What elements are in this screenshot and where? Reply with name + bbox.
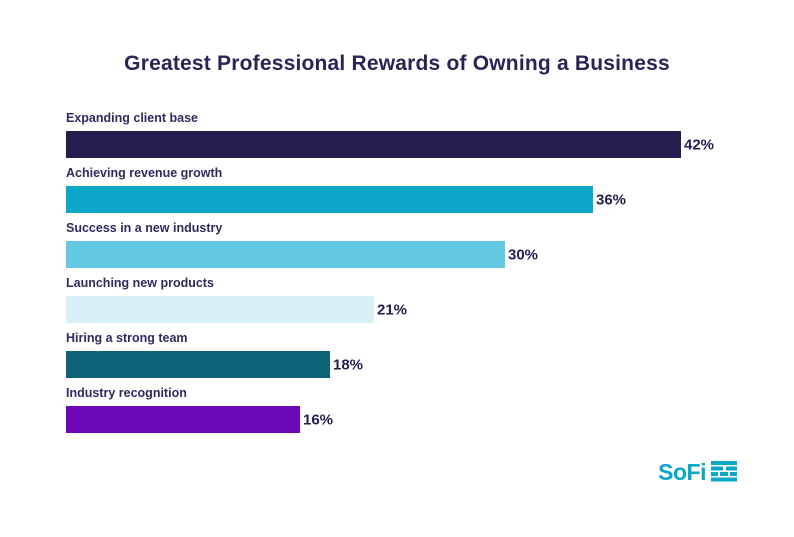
bar-label: Expanding client base [66, 111, 198, 125]
bar-row: Industry recognition 16% [66, 386, 766, 441]
bar-chart: Expanding client base 42% Achieving revenu… [66, 111, 766, 441]
bar-value-label: 30% [508, 246, 539, 263]
brand-logo: SoFi [658, 460, 737, 484]
bar-track: 16% [66, 406, 766, 433]
chart-title: Greatest Professional Rewards of Owning … [124, 52, 670, 75]
bar [66, 131, 681, 158]
bar-row: Success in a new industry 30% [66, 221, 766, 276]
bar-value-label: 36% [596, 191, 627, 208]
bar-label: Hiring a strong team [66, 331, 188, 345]
bar-label: Launching new products [66, 276, 214, 290]
bar-label: Achieving revenue growth [66, 166, 223, 180]
bar-value-label: 42% [684, 136, 715, 153]
bar-label: Industry recognition [66, 386, 187, 400]
bar-row: Expanding client base 42% [66, 111, 766, 166]
bar [66, 406, 300, 433]
bar-track: 36% [66, 186, 766, 213]
bar-value-label: 18% [333, 356, 364, 373]
bar-value-label: 21% [377, 301, 408, 318]
bar [66, 296, 374, 323]
bar [66, 351, 330, 378]
bar-track: 18% [66, 351, 766, 378]
bar-row: Achieving revenue growth 36% [66, 166, 766, 221]
bar [66, 186, 593, 213]
sofi-mark-icon [711, 461, 737, 482]
bar-label: Success in a new industry [66, 221, 223, 235]
bar-track: 42% [66, 131, 766, 158]
bar-row: Launching new products 21% [66, 276, 766, 331]
bar [66, 241, 505, 268]
bar-row: Hiring a strong team 18% [66, 331, 766, 386]
bar-track: 21% [66, 296, 766, 323]
sofi-wordmark: SoFi [658, 459, 706, 485]
bar-track: 30% [66, 241, 766, 268]
bar-value-label: 16% [303, 411, 334, 428]
